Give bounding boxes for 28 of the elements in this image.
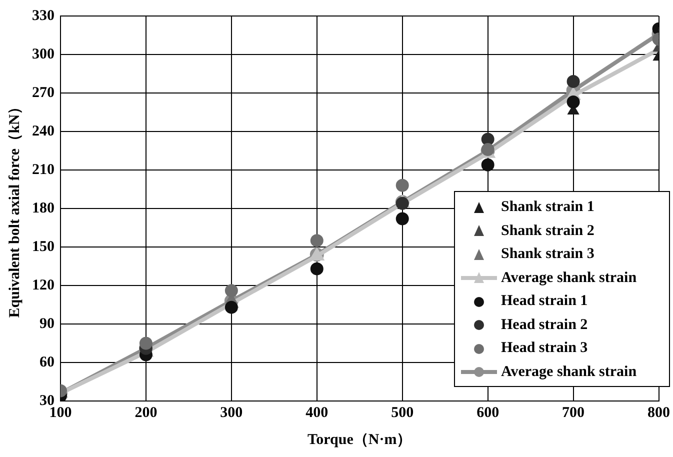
y-tick-label: 60: [40, 354, 54, 370]
y-tick-label: 210: [32, 162, 54, 178]
legend-label: Average shank strain: [501, 270, 637, 287]
y-tick-label: 270: [32, 84, 54, 101]
legend-label: Shank strain 1: [501, 199, 594, 216]
legend-label: Average shank strain: [501, 364, 637, 381]
x-tick-label: 500: [391, 404, 414, 421]
y-tick-label: 330: [32, 8, 54, 24]
x-tick-label: 400: [306, 404, 328, 421]
legend-label: Head strain 3: [501, 340, 588, 358]
legend-label: Shank strain 3: [501, 246, 594, 264]
x-tick-label: 100: [49, 404, 72, 421]
legend-label: Head strain 2: [501, 316, 588, 334]
x-tick-label: 700: [562, 404, 585, 421]
x-tick-label: 300: [220, 404, 243, 421]
y-tick-label: 180: [32, 200, 54, 216]
y-axis-title: Equivalent bolt axial force（kN）: [6, 99, 23, 318]
x-axis-title: Torque（N·m）: [308, 432, 412, 448]
y-tick-label: 90: [40, 316, 54, 332]
y-tick-label: 120: [32, 277, 54, 294]
legend-label: Shank strain 2: [501, 222, 594, 240]
x-tick-label: 200: [134, 404, 158, 421]
y-tick-label: 150: [32, 238, 54, 255]
x-tick-label: 600: [476, 404, 500, 421]
y-tick-label: 240: [32, 123, 54, 140]
y-tick-label: 300: [32, 46, 54, 62]
legend-label: Head strain 1: [501, 293, 588, 310]
x-tick-label: 800: [648, 404, 670, 421]
